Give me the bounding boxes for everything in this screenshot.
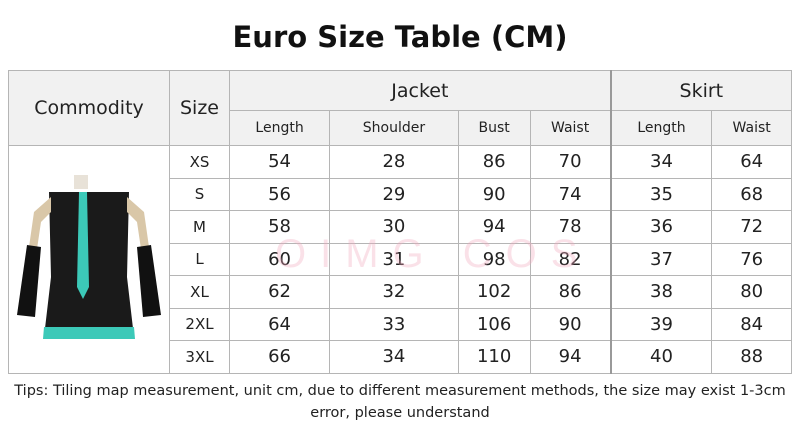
value-cell: 94	[529, 340, 612, 374]
value-cell: 28	[329, 145, 459, 179]
value-cell: 60	[228, 242, 331, 276]
value-cell: 38	[609, 275, 713, 309]
size-cell: XL	[169, 275, 230, 309]
value-cell: 72	[711, 210, 792, 244]
size-cell: XS	[169, 145, 230, 179]
value-cell: 30	[329, 210, 459, 244]
page-title: Euro Size Table (CM)	[232, 20, 568, 54]
value-cell: 82	[529, 242, 612, 276]
value-cell: 33	[329, 307, 459, 341]
value-cell: 74	[529, 177, 612, 211]
value-cell: 80	[711, 275, 792, 309]
value-cell: 106	[457, 307, 531, 341]
value-cell: 90	[529, 307, 612, 341]
subheader: Length	[609, 110, 713, 146]
table-row: XS 54 28 86 70 34 64	[8, 145, 792, 374]
value-cell: 78	[529, 210, 612, 244]
value-cell: 29	[329, 177, 459, 211]
value-cell: 110	[457, 340, 531, 374]
size-cell: L	[169, 242, 230, 276]
value-cell: 86	[529, 275, 612, 309]
value-cell: 68	[711, 177, 792, 211]
table-row: M 58 30 94 78 36 72	[9, 210, 792, 244]
value-cell: 102	[457, 275, 531, 309]
value-cell: 86	[457, 145, 531, 179]
subheader: Waist	[529, 110, 612, 146]
value-cell: 31	[329, 242, 459, 276]
subheader: Waist	[711, 110, 792, 146]
subheader: Bust	[457, 110, 531, 146]
size-cell: 2XL	[169, 307, 230, 341]
value-cell: 34	[609, 145, 713, 179]
value-cell: 84	[711, 307, 792, 341]
table-row: 2XL 64 33 106 90 39 84	[9, 307, 792, 341]
header-size: Size	[169, 70, 230, 146]
subheader: Length	[228, 110, 331, 146]
table-row: S 56 29 90 74 35 68	[9, 177, 792, 211]
size-cell: M	[169, 210, 230, 244]
value-cell: 64	[711, 145, 792, 179]
value-cell: 98	[457, 242, 531, 276]
value-cell: 37	[609, 242, 713, 276]
costume-image	[17, 174, 161, 339]
value-cell: 35	[609, 177, 713, 211]
size-cell: S	[169, 177, 230, 211]
value-cell: 56	[228, 177, 331, 211]
table-row: 3XL 66 34 110 94 40 88	[9, 340, 792, 374]
value-cell: 39	[609, 307, 713, 341]
product-image	[8, 145, 170, 374]
value-cell: 64	[228, 307, 331, 341]
value-cell: 36	[609, 210, 713, 244]
header-skirt: Skirt	[609, 70, 792, 111]
value-cell: 62	[228, 275, 331, 309]
value-cell: 94	[457, 210, 531, 244]
subheader: Shoulder	[329, 110, 459, 146]
table-row: XL 62 32 102 86 38 80	[9, 275, 792, 309]
value-cell: 90	[457, 177, 531, 211]
value-cell: 58	[228, 210, 331, 244]
value-cell: 34	[329, 340, 459, 374]
value-cell: 66	[228, 340, 331, 374]
value-cell: 70	[529, 145, 612, 179]
value-cell: 76	[711, 242, 792, 276]
tips-text: Tips: Tiling map measurement, unit cm, d…	[14, 383, 786, 421]
value-cell: 88	[711, 340, 792, 374]
size-cell: 3XL	[169, 340, 230, 374]
header-commodity: Commodity	[8, 70, 170, 146]
value-cell: 32	[329, 275, 459, 309]
value-cell: 40	[609, 340, 713, 374]
header-jacket: Jacket	[228, 70, 612, 111]
value-cell: 54	[228, 145, 331, 179]
size-table: Commodity Size Jacket Skirt Length Shoul…	[8, 70, 792, 374]
